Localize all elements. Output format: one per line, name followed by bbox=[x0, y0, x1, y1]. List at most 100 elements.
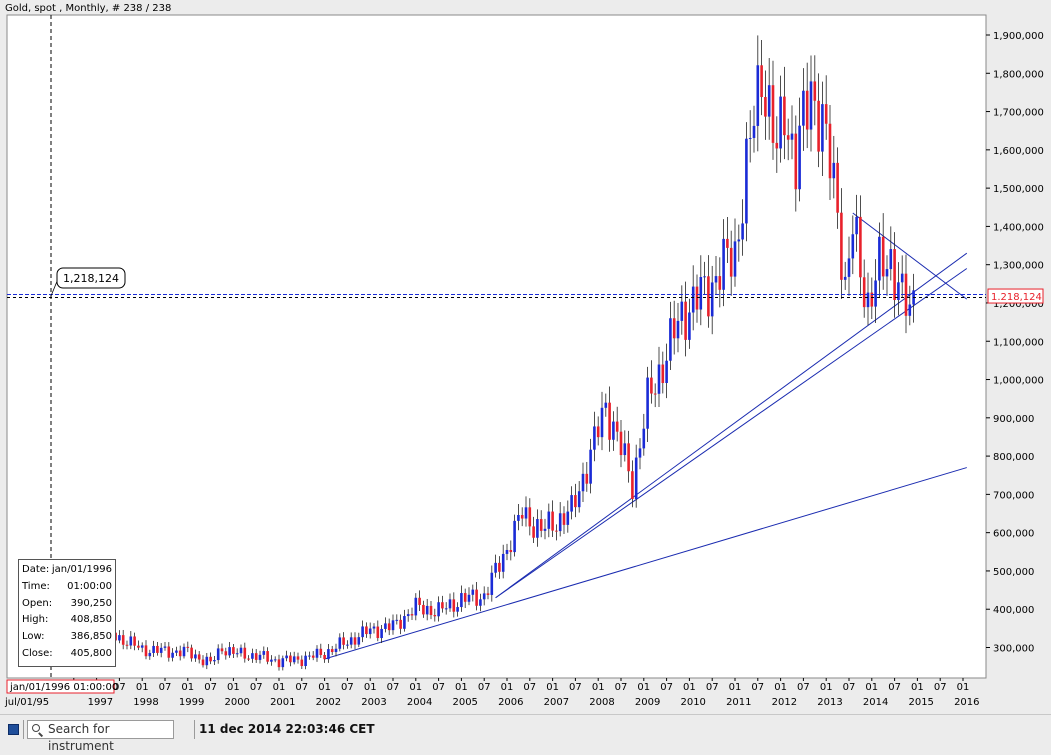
candle-up bbox=[228, 647, 231, 656]
x-tick-label: 01 bbox=[729, 682, 742, 693]
y-tick-label: 800,000 bbox=[993, 452, 1034, 463]
candle-down bbox=[555, 530, 558, 532]
current-price-badge bbox=[987, 288, 1044, 304]
candle-down bbox=[342, 637, 345, 645]
candle-down bbox=[859, 216, 862, 278]
candle-down bbox=[186, 646, 190, 648]
info-value: 405,800 bbox=[70, 647, 112, 659]
year-label: 2012 bbox=[772, 697, 797, 708]
candle-up bbox=[372, 626, 376, 629]
x-tick-label: 07 bbox=[113, 682, 126, 693]
year-label: 2015 bbox=[908, 697, 933, 708]
candle-down bbox=[813, 81, 817, 101]
y-tick-label: 1,600,000 bbox=[993, 146, 1044, 157]
year-label: 2005 bbox=[452, 697, 477, 708]
candle-down bbox=[452, 599, 456, 612]
candle-down bbox=[201, 659, 205, 666]
crosshair-date-badge bbox=[6, 679, 115, 694]
y-tick-label: 1,300,000 bbox=[993, 261, 1044, 272]
candle-up bbox=[327, 649, 330, 660]
candle-down bbox=[121, 635, 125, 645]
instrument-search-input[interactable]: Search for instrument bbox=[27, 720, 174, 753]
candle-down bbox=[289, 655, 292, 663]
candle-up bbox=[878, 236, 881, 281]
candle-up bbox=[235, 653, 239, 655]
candle-up bbox=[437, 602, 440, 617]
x-tick-label: 07 bbox=[934, 682, 947, 693]
search-icon bbox=[32, 724, 40, 732]
candle-up bbox=[334, 648, 338, 653]
candle-up bbox=[129, 636, 133, 646]
y-tick-label: 1,200,000 bbox=[993, 299, 1044, 310]
candle-up bbox=[638, 448, 642, 458]
x-tick-label: 07 bbox=[295, 682, 308, 693]
instrument-color-icon[interactable] bbox=[8, 724, 19, 735]
candle-down bbox=[794, 133, 798, 190]
candle-up bbox=[262, 651, 266, 655]
x-tick-label: 01 bbox=[820, 682, 833, 693]
info-value: jan/01/1996 bbox=[51, 564, 112, 575]
candle-up bbox=[482, 593, 486, 600]
year-label: 1998 bbox=[133, 697, 158, 708]
x-tick-label: 01 bbox=[683, 682, 696, 693]
overlays: 1,218,124 1.218,124 jan/01/1996 01:00:00 bbox=[6, 15, 1044, 694]
info-label: Date: bbox=[22, 564, 50, 575]
candle-down bbox=[764, 97, 767, 117]
candle-up bbox=[722, 238, 725, 290]
candle-up bbox=[665, 360, 668, 384]
year-label: 2008 bbox=[589, 697, 614, 708]
candle-up bbox=[657, 364, 661, 394]
candle-up bbox=[733, 241, 737, 277]
candle-down bbox=[615, 421, 619, 432]
candle-up bbox=[349, 637, 353, 645]
candle-up bbox=[908, 304, 912, 316]
y-tick-label: 1,900,000 bbox=[993, 31, 1044, 42]
candle-up bbox=[384, 623, 387, 629]
search-placeholder: Search for instrument bbox=[48, 722, 114, 753]
candle-up bbox=[748, 137, 752, 139]
x-tick-label: 07 bbox=[660, 682, 673, 693]
cursor-price-bubble bbox=[56, 267, 126, 289]
info-row-low: Low: 386,850 bbox=[22, 629, 112, 646]
x-tick-label: 01 bbox=[227, 682, 240, 693]
candle-down bbox=[783, 96, 786, 136]
candle-down bbox=[156, 645, 159, 653]
candle-down bbox=[760, 65, 763, 98]
candle-up bbox=[494, 562, 497, 573]
y-tick-label: 400,000 bbox=[993, 605, 1034, 616]
x-tick-label: 07 bbox=[797, 682, 810, 693]
x-tick-label: 07 bbox=[341, 682, 354, 693]
price-chart[interactable]: Gold, spot , Monthly, # 238 / 238 300,00… bbox=[0, 0, 1051, 714]
first-x-label: jul/01/95 bbox=[4, 697, 49, 708]
y-tick-label: 500,000 bbox=[993, 567, 1034, 578]
candle-down bbox=[684, 301, 687, 340]
y-tick-label: 300,000 bbox=[993, 644, 1034, 655]
crosshair-date-label: jan/01/1996 01:00:00 bbox=[9, 682, 118, 693]
candle-up bbox=[832, 162, 836, 179]
candle-down bbox=[197, 654, 201, 660]
candle-down bbox=[631, 471, 634, 500]
candle-up bbox=[703, 276, 706, 278]
x-tick-label: 07 bbox=[204, 682, 217, 693]
candle-up bbox=[577, 491, 581, 508]
year-label: 2001 bbox=[270, 697, 295, 708]
candle-up bbox=[338, 637, 342, 649]
candle-down bbox=[178, 650, 182, 657]
candle-up bbox=[889, 249, 893, 270]
candle-up bbox=[566, 511, 570, 525]
year-label: 2010 bbox=[680, 697, 705, 708]
candle-up bbox=[688, 312, 691, 340]
ohlc-info-box: Date: jan/01/1996 Time: 01:00:00 Open: 390,… bbox=[18, 559, 116, 667]
candle-up bbox=[714, 276, 718, 283]
y-axis: 300,000 400,000 500,000 600,000 700,000 800,0… bbox=[986, 31, 1044, 655]
info-label: High: bbox=[22, 614, 49, 626]
candle-down bbox=[539, 519, 543, 531]
candle-up bbox=[843, 276, 847, 280]
candle-up bbox=[414, 597, 418, 616]
candle-up bbox=[885, 269, 889, 277]
candle-up bbox=[213, 660, 216, 662]
candle-up bbox=[239, 647, 243, 654]
candle-up bbox=[745, 138, 748, 224]
candle-up bbox=[471, 589, 475, 595]
candle-up bbox=[403, 616, 406, 629]
